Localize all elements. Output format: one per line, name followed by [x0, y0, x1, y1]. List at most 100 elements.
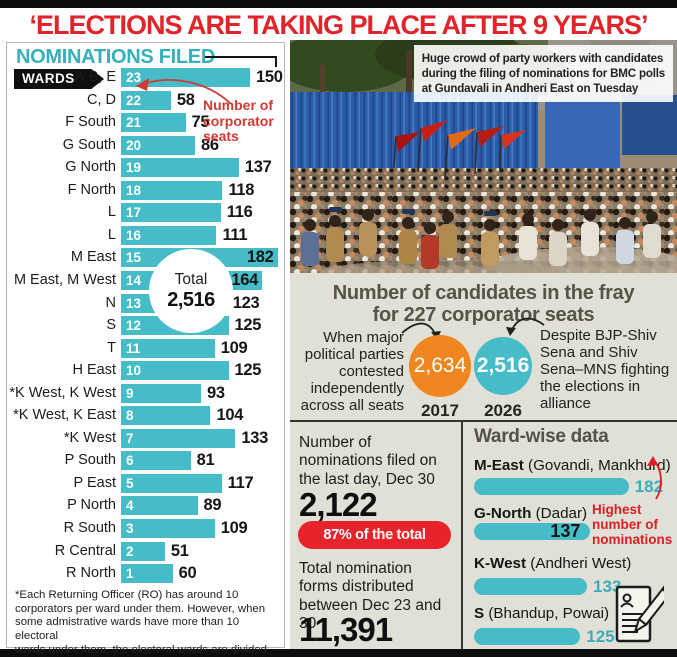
seat-count: 9: [126, 385, 134, 401]
wards-tag: WARDS: [14, 69, 104, 89]
bar-value: 86: [200, 135, 219, 154]
chart-row: P North 4 89: [7, 496, 284, 516]
seat-count: 17: [126, 205, 142, 221]
ward-label: N: [105, 294, 116, 311]
ward-bar: 7: [121, 428, 236, 448]
ward-bar: 6: [121, 451, 191, 471]
chart-row: M East, M West 14 164: [7, 270, 284, 290]
bar-value: 182: [246, 248, 274, 267]
ward-entry-value: 125: [586, 627, 615, 646]
footnote: *Each Returning Officer (RO) has around …: [15, 589, 267, 656]
ward-label: R North: [66, 565, 116, 582]
filed-value: 2,122: [299, 486, 378, 523]
ward-label: P North: [67, 497, 116, 514]
info-region: Number of candidates in the fray for 227…: [290, 273, 677, 649]
ward-label: F North: [67, 181, 116, 198]
highest-nominations-note: Highest number of nominations: [592, 502, 673, 547]
chart-row: C, D 22 58: [7, 90, 284, 110]
ward-label: P East: [73, 474, 116, 491]
bar-value: 81: [196, 451, 215, 470]
bar-value: 75: [191, 113, 210, 132]
bar-value: 125: [234, 361, 262, 380]
chart-row: H East 10 125: [7, 361, 284, 381]
seat-count: 20: [126, 137, 142, 153]
seat-count: 15: [126, 250, 142, 266]
chart-row: F North 18 118: [7, 180, 284, 200]
ward-entry-value: 133: [593, 577, 622, 596]
chart-row: P South 6 81: [7, 451, 284, 471]
top-rule: [0, 0, 677, 8]
ward-entry-value: 182: [634, 477, 664, 496]
seat-count: 7: [126, 430, 134, 446]
seat-count: 8: [126, 408, 134, 424]
chart-row: F South 21 75: [7, 113, 284, 133]
crowd-photo: Huge crowd of party workers with candida…: [290, 40, 677, 273]
ward-bar: 8: [121, 406, 211, 426]
ward-bar: 11: [121, 338, 215, 358]
ward-bar: 21: [121, 113, 186, 133]
ward-bar: 9: [121, 383, 201, 403]
chart-row: R North 1 60: [7, 564, 284, 584]
candidates-2017-circle: 2,634: [409, 335, 471, 397]
seat-count: 19: [126, 160, 142, 176]
bar-value: 111: [222, 225, 248, 244]
bar-value: 60: [178, 564, 197, 583]
ward-label: M East: [70, 249, 116, 266]
ward-label: *K West: [63, 429, 116, 446]
seat-count: 6: [126, 453, 134, 469]
seat-count: 5: [126, 475, 134, 491]
chart-row: L 17 116: [7, 203, 284, 223]
chart-row: R South 3 109: [7, 519, 284, 538]
chart-title: NOMINATIONS FILED: [16, 46, 215, 68]
red-arrow-icon: [136, 78, 231, 104]
distributed-label: Total nomination forms distributed betwe…: [299, 560, 442, 632]
bar-value: 104: [216, 406, 244, 425]
page-title: ‘ELECTIONS ARE TAKING PLACE AFTER 9 YEAR…: [29, 10, 648, 40]
seat-count: 18: [126, 182, 142, 198]
bar-value: 89: [203, 496, 222, 515]
bar-value: 109: [220, 519, 248, 537]
bar-value: 125: [234, 316, 262, 335]
filed-label: Number of nominations filed on the last …: [299, 434, 437, 488]
year-label-2017: 2017: [421, 401, 459, 420]
chart-row: S 12 125: [7, 316, 284, 336]
ward-bar: 3: [121, 519, 215, 538]
bar-value: 116: [226, 203, 253, 222]
percent-pill-fill: 87% of the total: [298, 521, 451, 549]
bar-value: 117: [227, 473, 254, 492]
bar-value: 164: [231, 270, 259, 289]
seat-count: 1: [126, 566, 134, 582]
ward-entry-bar: 137: [474, 522, 591, 541]
seat-count: 14: [126, 272, 142, 288]
horizontal-divider: [290, 420, 677, 422]
total-label: Total: [174, 270, 208, 288]
chart-row: G North 19 137: [7, 158, 284, 178]
chart-row: T 11 109: [7, 338, 284, 358]
bar-value: 109: [220, 338, 248, 357]
ward-label: G South: [62, 136, 116, 153]
title-leader-line: [205, 56, 277, 58]
chart-row: *K West 7 133: [7, 428, 284, 448]
distributed-value: 11,391: [299, 611, 393, 648]
bar-value: 118: [228, 180, 255, 199]
percent-pill-text: 87% of the total: [323, 527, 426, 543]
candidates-right-note: Despite BJP-Shiv Sena and Shiv Sena–MNS …: [540, 327, 670, 413]
ward-entry-label: M-East (Govandi, Mankhurd): [474, 457, 671, 474]
ward-label: L: [107, 226, 116, 243]
candidates-2017-value: 2,634: [413, 354, 467, 377]
bar-value: 93: [206, 383, 225, 402]
ward-bar: 10: [121, 361, 229, 381]
ward-entry-bar: [474, 478, 629, 495]
seat-count: 21: [126, 115, 142, 131]
bar-value: 137: [244, 158, 272, 177]
percent-pill: 87% of the total: [298, 521, 451, 549]
ward-label: H East: [72, 362, 116, 379]
bottom-rule: [0, 649, 677, 657]
vertical-divider: [461, 420, 463, 649]
red-arrow-up-icon: [647, 456, 662, 500]
photo-caption: Huge crowd of party workers with candida…: [413, 45, 673, 103]
ward-label: A,B, E: [74, 69, 116, 85]
ward-bar: 17: [121, 203, 221, 223]
ward-label: R South: [63, 520, 116, 536]
seat-count: 4: [126, 498, 134, 514]
